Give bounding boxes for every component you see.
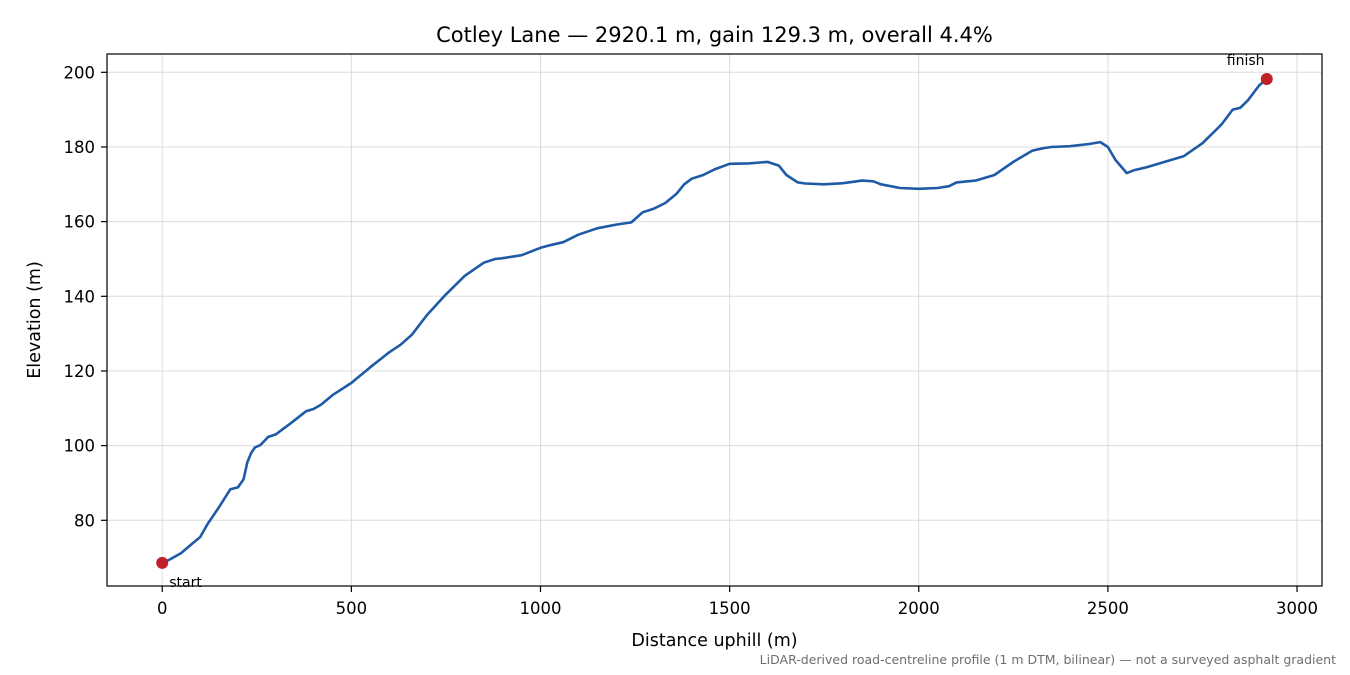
axis-ticks: 0 500 1000 1500 2000 2500 3000 80 100 120 140 160 18… [64,63,1319,618]
plot-frame [106,53,1323,587]
y-tick-label: 200 [64,63,96,82]
y-axis-label: Elevation (m) [25,261,45,379]
y-tick-label: 160 [64,213,96,232]
x-tick-label: 0 [157,599,168,618]
grid-lines [107,54,1322,586]
elevation-line [160,77,1269,565]
y-tick-label: 120 [64,362,96,381]
x-tick-label: 3000 [1276,599,1318,618]
x-tick-label: 2500 [1087,599,1129,618]
x-tick-label: 500 [336,599,368,618]
start-marker [156,556,169,569]
chart-title: Cotley Lane — 2920.1 m, gain 129.3 m, ov… [436,23,993,47]
x-tick-label: 2000 [898,599,940,618]
x-axis-label: Distance uphill (m) [631,631,797,651]
start-label: start [169,575,202,591]
y-tick-label: 180 [64,138,96,157]
endpoint-markers: start finish [156,53,1273,591]
y-tick-label: 80 [74,511,95,530]
x-tick-label: 1500 [709,599,751,618]
finish-marker [1260,73,1273,86]
y-tick-label: 140 [64,287,96,306]
source-footnote: LiDAR-derived road-centreline profile (1… [760,652,1336,667]
y-tick-label: 100 [64,437,96,456]
x-tick-label: 1000 [519,599,561,618]
finish-label: finish [1227,53,1265,69]
